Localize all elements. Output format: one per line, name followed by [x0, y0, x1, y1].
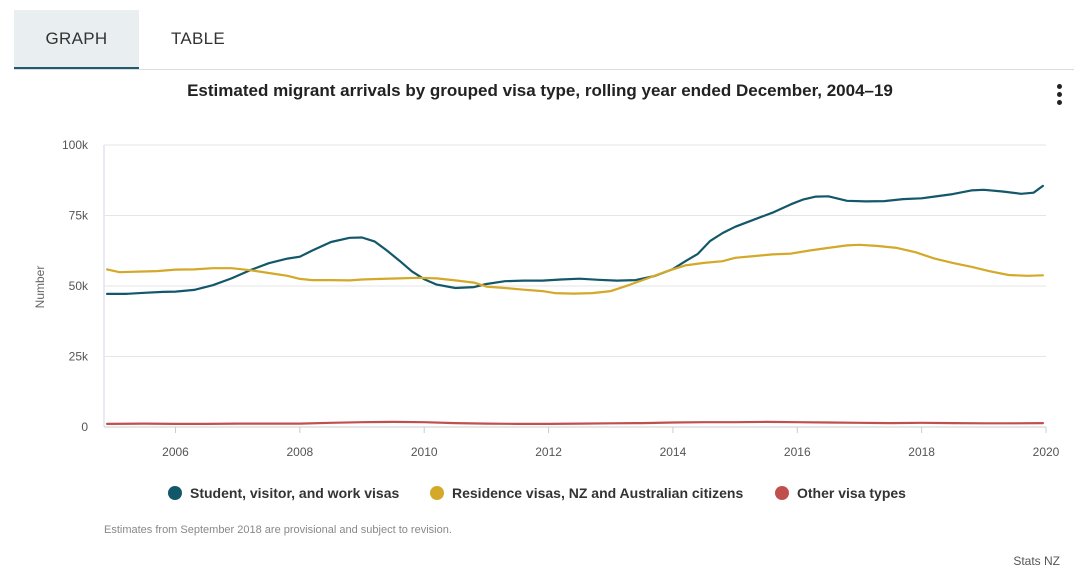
x-tick-label: 2018: [908, 445, 935, 459]
legend-item-student-visitor-work[interactable]: Student, visitor, and work visas: [168, 483, 399, 505]
x-tick-label: 2016: [784, 445, 811, 459]
tab-graph[interactable]: GRAPH: [14, 10, 139, 70]
x-tick-label: 2012: [535, 445, 562, 459]
legend-swatch: [168, 486, 182, 500]
legend-item-residence[interactable]: Residence visas, NZ and Australian citiz…: [430, 483, 743, 505]
tab-table[interactable]: TABLE: [170, 29, 226, 48]
x-tick-label: 2014: [660, 445, 687, 459]
legend-swatch: [775, 486, 789, 500]
y-tick-label: 50k: [69, 279, 89, 293]
legend-label: Residence visas, NZ and Australian citiz…: [452, 485, 744, 501]
legend-label: Other visa types: [797, 485, 906, 501]
tabs-divider: [14, 69, 1074, 70]
series-line-2: [106, 420, 1044, 425]
y-tick-label: 100k: [62, 138, 89, 152]
source-credit: Stats NZ: [1013, 554, 1060, 568]
view-tabs: GRAPH TABLE: [14, 10, 1074, 70]
series-line-1: [106, 243, 1044, 295]
x-tick-label: 2010: [411, 445, 438, 459]
x-tick-label: 2008: [287, 445, 314, 459]
kebab-menu-icon[interactable]: [1049, 84, 1069, 112]
y-tick-label: 0: [81, 420, 88, 434]
y-axis-label: Number: [33, 266, 47, 309]
legend-swatch: [430, 486, 444, 500]
chart-legend: Student, visitor, and work visas Residen…: [0, 483, 1080, 505]
x-tick-label: 2006: [162, 445, 189, 459]
legend-item-other[interactable]: Other visa types: [775, 483, 906, 505]
legend-label: Student, visitor, and work visas: [190, 485, 400, 501]
series-line-0: [106, 184, 1044, 295]
footnote: Estimates from September 2018 are provis…: [104, 524, 452, 536]
y-tick-label: 75k: [69, 209, 89, 223]
x-tick-label: 2020: [1033, 445, 1060, 459]
chart-title: Estimated migrant arrivals by grouped vi…: [187, 81, 893, 100]
y-tick-label: 25k: [69, 350, 89, 364]
